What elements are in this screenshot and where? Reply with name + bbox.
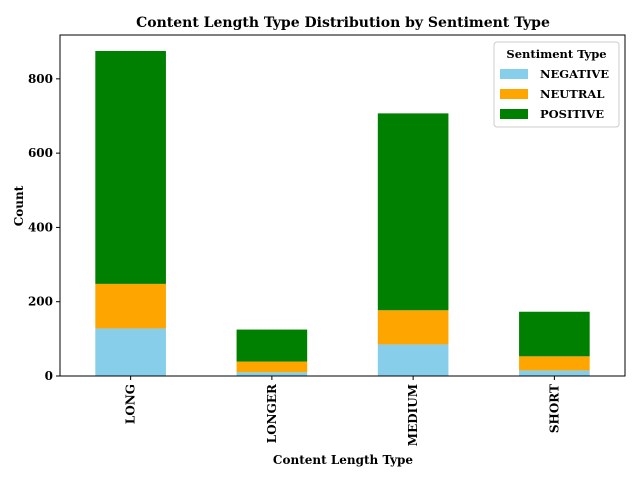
x-tick-label-longer: LONGER bbox=[265, 383, 279, 443]
legend-swatch-neutral bbox=[500, 89, 528, 99]
legend-label-neutral: NEUTRAL bbox=[540, 87, 604, 101]
bar-short-positive bbox=[519, 311, 590, 357]
bar-medium-negative bbox=[377, 344, 449, 376]
legend-title: Sentiment Type bbox=[506, 47, 606, 61]
bar-short-negative bbox=[519, 370, 590, 376]
bar-medium-positive bbox=[377, 113, 449, 311]
y-tick-label: 600 bbox=[28, 146, 53, 160]
x-axis: LONG LONGER MEDIUM SHORT bbox=[124, 376, 561, 446]
y-tick-label: 400 bbox=[28, 220, 53, 234]
legend-swatch-positive bbox=[500, 109, 528, 119]
x-tick-label-long: LONG bbox=[124, 384, 138, 424]
plot-frame bbox=[59, 34, 626, 377]
bar-longer-neutral bbox=[236, 361, 308, 373]
legend-label-negative: NEGATIVE bbox=[540, 67, 609, 81]
x-tick-label-medium: MEDIUM bbox=[406, 384, 420, 446]
legend-label-positive: POSITIVE bbox=[540, 107, 604, 121]
bar-longer-negative bbox=[236, 372, 308, 376]
bar-long-negative bbox=[95, 328, 166, 376]
y-axis: 0 200 400 600 800 bbox=[28, 72, 60, 383]
chart-title: Content Length Type Distribution by Sent… bbox=[136, 15, 550, 31]
bar-long-positive bbox=[95, 50, 166, 284]
bar-medium-neutral bbox=[377, 310, 449, 345]
bar-longer-positive bbox=[236, 329, 308, 362]
y-tick-label: 0 bbox=[45, 369, 53, 383]
legend: Sentiment Type NEGATIVE NEUTRAL POSITIVE bbox=[493, 41, 620, 128]
y-tick-label: 200 bbox=[28, 295, 53, 309]
x-axis-label: Content Length Type bbox=[273, 453, 414, 467]
bar-short-neutral bbox=[519, 356, 590, 371]
legend-box bbox=[493, 41, 620, 128]
bar-long-neutral bbox=[95, 283, 166, 329]
legend-swatch-negative bbox=[500, 69, 528, 79]
x-tick-label-short: SHORT bbox=[547, 384, 561, 433]
y-tick-label: 800 bbox=[28, 72, 53, 86]
y-axis-label: Count bbox=[12, 185, 26, 226]
bars-layer bbox=[95, 50, 590, 376]
